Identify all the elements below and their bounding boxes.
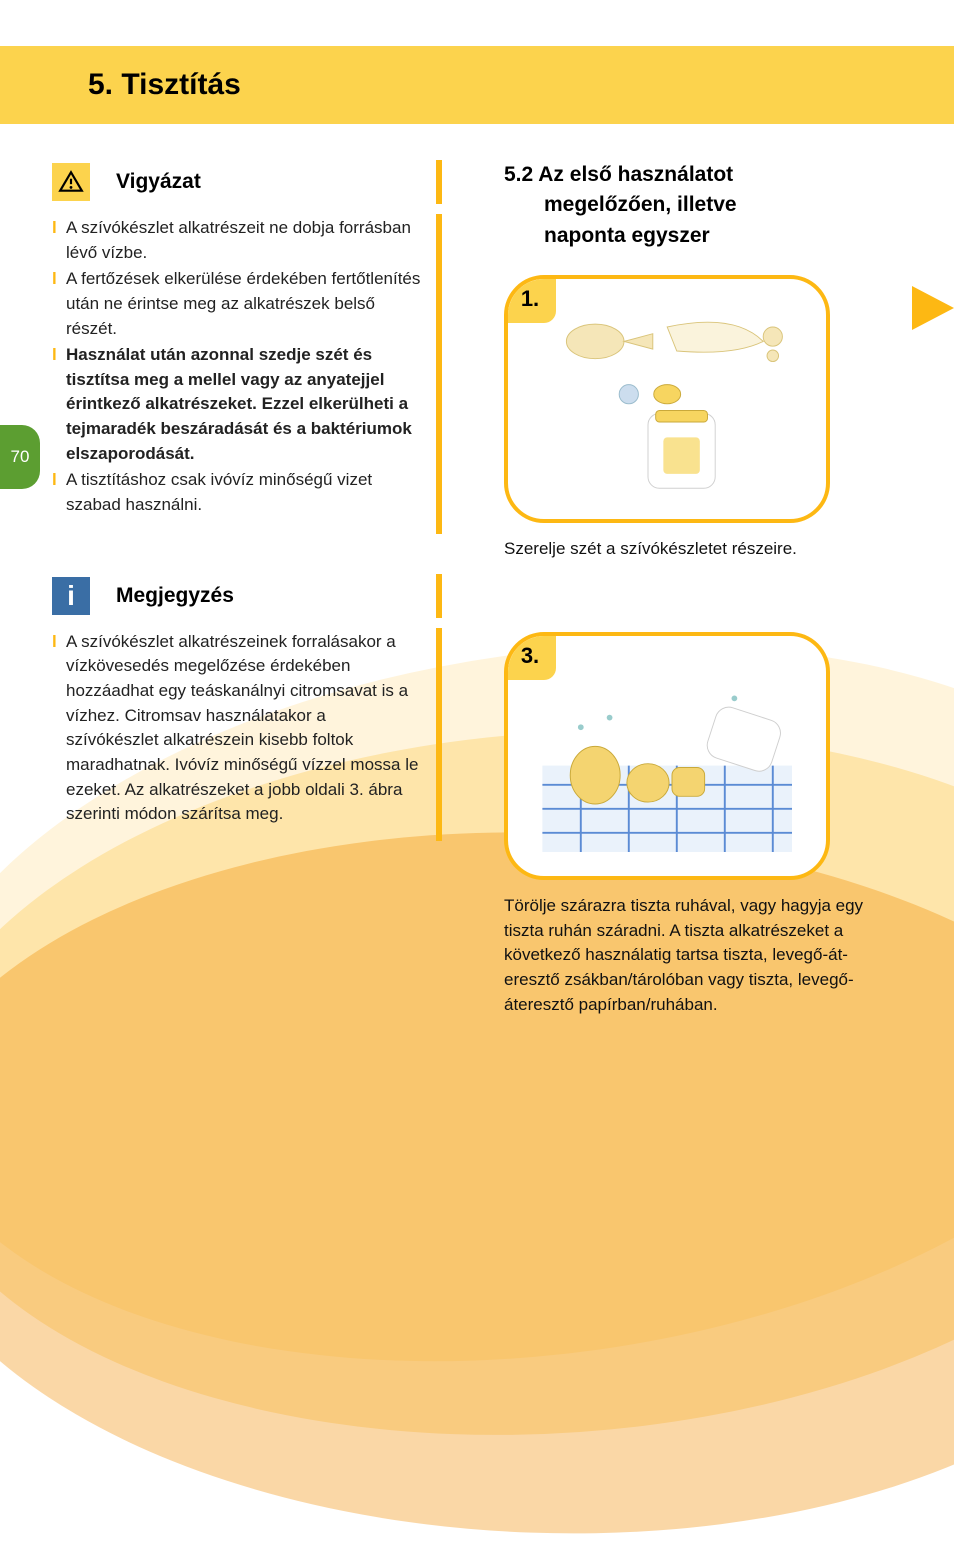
- warning-triangle-icon: [52, 163, 90, 201]
- caution-header: Vigyázat: [52, 160, 442, 204]
- note-title: Megjegyzés: [116, 584, 436, 608]
- info-i-icon: i: [52, 577, 90, 615]
- step-figure-1: 1.: [504, 275, 830, 523]
- note-callout: i Megjegyzés A szívókészlet alkatrészein…: [52, 574, 442, 841]
- caution-title: Vigyázat: [116, 170, 436, 194]
- section-number: 5.2: [504, 163, 533, 186]
- note-body: A szívókészlet alkatrészeinek forralásak…: [52, 628, 442, 841]
- parts-drying-on-cloth-icon: [540, 660, 794, 852]
- left-column: Vigyázat A szívókészlet alkatrészeit ne …: [52, 160, 442, 841]
- page-number-tab: 70: [0, 425, 40, 489]
- note-text: A szívókészlet alkatrészeinek forralásak…: [52, 630, 422, 827]
- step-figure-3: 3.: [504, 632, 830, 880]
- continue-arrow-icon: [912, 286, 954, 330]
- step-number-badge: 3.: [504, 632, 556, 680]
- step-3-wrapper: 3.: [504, 632, 872, 1017]
- caution-callout: Vigyázat A szívókészlet alkatrészeit ne …: [52, 160, 442, 534]
- chapter-heading: 5. Tisztítás: [88, 68, 241, 102]
- note-header: i Megjegyzés: [52, 574, 442, 618]
- pump-set-disassembled-icon: [540, 303, 794, 495]
- caution-item: A fertőzések elkerülése érdekében fertőt…: [52, 267, 422, 341]
- caution-body: A szívókészlet alkatrészeit ne dobja for…: [52, 214, 442, 534]
- right-column: 5.2 Az első használatot megelőzően, ille…: [504, 160, 872, 1017]
- step-3-caption: Törölje szárazra tiszta ruhával, vagy ha…: [504, 894, 872, 1017]
- caution-item: A tisztításhoz csak ivóvíz minőségű vize…: [52, 468, 422, 517]
- page-number: 70: [11, 447, 30, 467]
- caution-item: Használat után azonnal szedje szét és ti…: [52, 343, 422, 466]
- chapter-heading-band: 5. Tisztítás: [0, 46, 954, 124]
- caution-item: A szívókészlet alkatrészeit ne dobja for…: [52, 216, 422, 265]
- step-1-caption: Szerelje szét a szívókészletet részeire.: [504, 537, 872, 562]
- step-number-badge: 1.: [504, 275, 556, 323]
- section-heading: 5.2 Az első használatot megelőzően, ille…: [504, 160, 872, 251]
